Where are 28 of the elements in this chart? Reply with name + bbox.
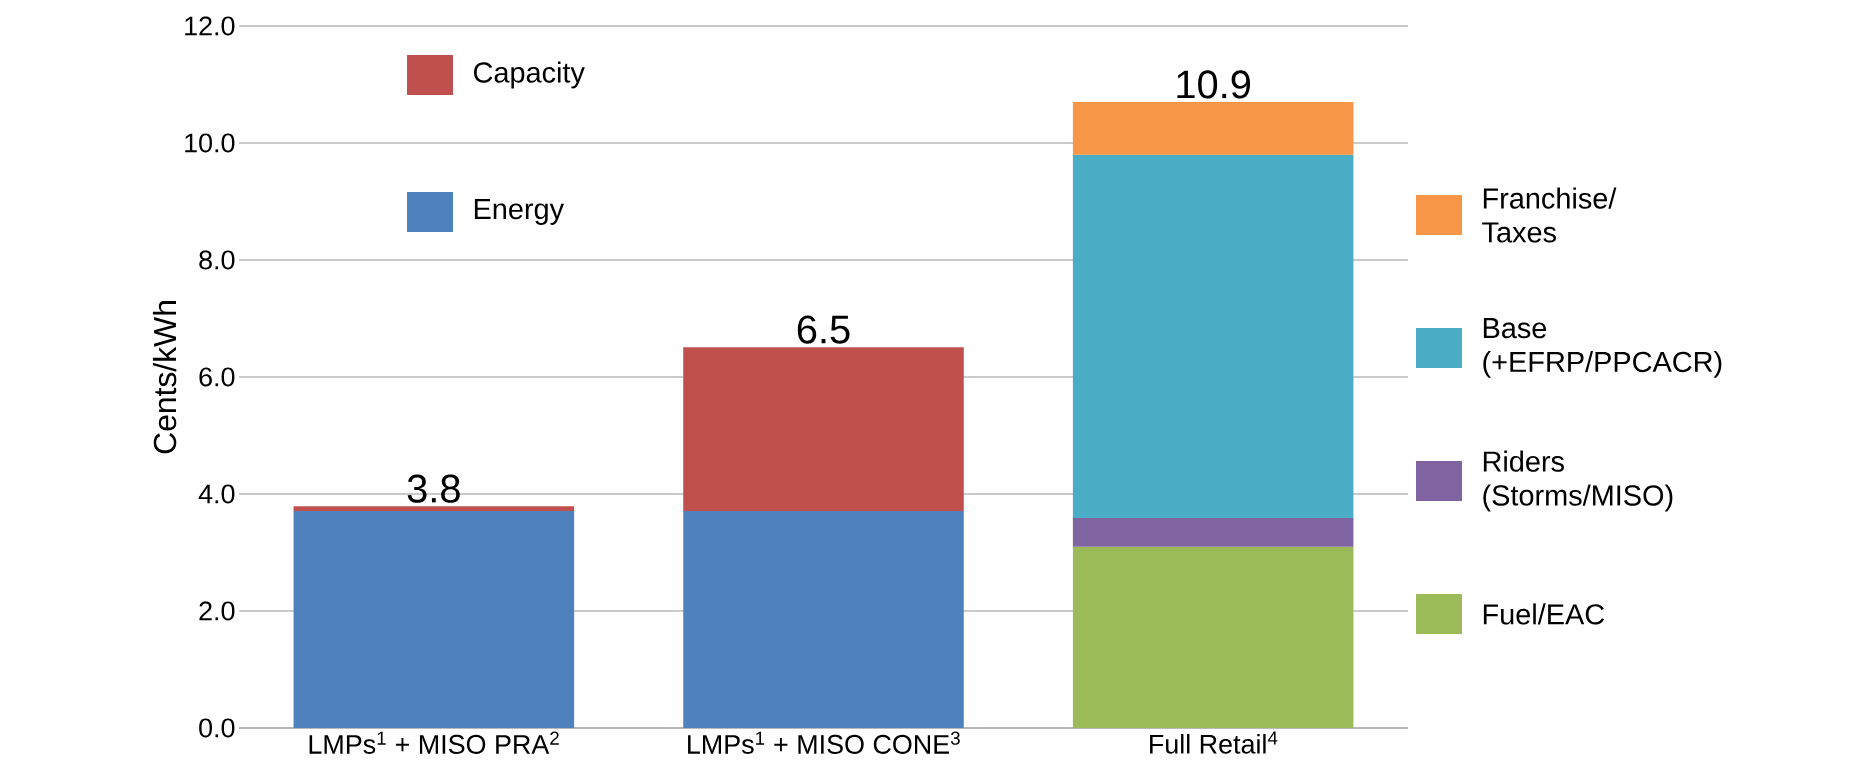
bar	[293, 510, 575, 728]
legend-label: Riders (Storms/MISO)	[1483, 450, 1673, 512]
y-tick-label: 4.0	[198, 484, 235, 504]
total-label: 10.9	[1177, 70, 1251, 99]
y-tick-label: 0.0	[199, 718, 235, 738]
y-tick-label: 8.0	[199, 250, 235, 270]
y-tick-label: 6.0	[199, 367, 235, 387]
legend-label: Capacity	[474, 61, 585, 89]
bar	[1072, 546, 1354, 728]
x-tick-label: LMPs$^{1}$ + MISO CONE$^{3}$	[688, 731, 960, 754]
legend-label: Fuel/EAC	[1483, 603, 1605, 625]
x-tick-label: LMPs$^{1}$ + MISO PRA$^{2}$	[309, 731, 559, 754]
bar	[1072, 517, 1354, 547]
bar	[1072, 154, 1354, 518]
y-axis-title: Cents/kWh	[152, 301, 177, 454]
x-tick-label: Full Retail$^{4}$	[1150, 731, 1278, 754]
bar	[293, 506, 575, 511]
y-tick-label: 10.0	[185, 133, 235, 153]
bar	[683, 347, 964, 511]
bar	[683, 510, 964, 728]
legend-label: Franchise/ Taxes	[1482, 187, 1617, 243]
total-label: 6.5	[797, 315, 850, 344]
bar	[1072, 102, 1354, 155]
legend-label: Energy	[474, 199, 565, 225]
y-tick-label: 2.0	[199, 601, 235, 621]
legend-label: Base (+EFRP/PPCACR)	[1483, 318, 1722, 378]
y-tick-label: 12.0	[185, 16, 235, 36]
total-label: 3.8	[407, 474, 460, 503]
